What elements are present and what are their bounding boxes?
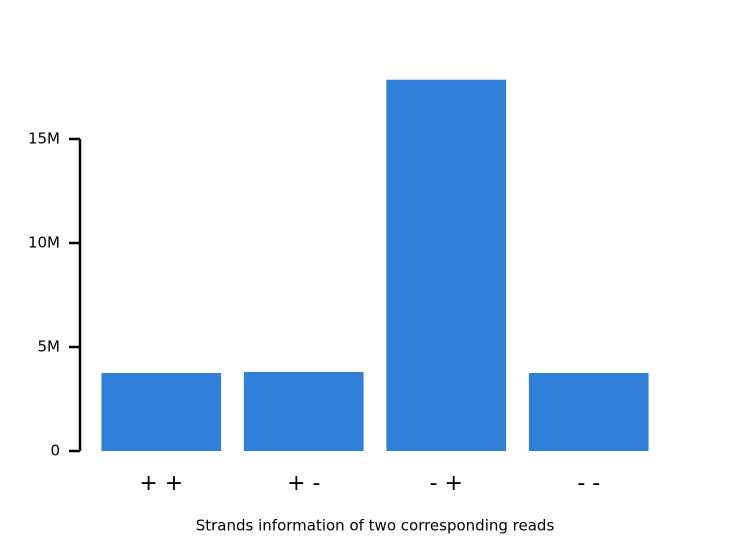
y-tick-label: 5M: [38, 338, 61, 356]
x-tick-label: - -: [577, 471, 600, 496]
y-tick-label: 15M: [28, 130, 60, 148]
bar: [243, 371, 364, 451]
x-axis-label: Strands information of two corresponding…: [196, 517, 555, 535]
y-tick-label: 0: [50, 442, 60, 460]
x-tick-label: + +: [139, 471, 183, 496]
y-tick-label: 10M: [28, 234, 60, 252]
x-tick-label: - +: [430, 471, 463, 496]
x-tick-label: + -: [287, 471, 320, 496]
bar: [528, 373, 649, 451]
bar: [101, 373, 222, 451]
bar: [386, 79, 507, 451]
